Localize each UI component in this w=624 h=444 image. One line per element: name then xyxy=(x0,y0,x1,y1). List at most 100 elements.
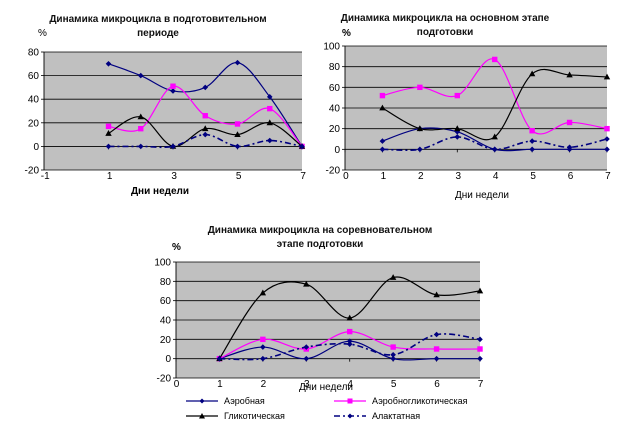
x-tick-label: 5 xyxy=(236,171,242,182)
legend-marker-diamond xyxy=(199,398,205,404)
data-point xyxy=(491,146,498,153)
data-point xyxy=(266,94,273,100)
x-tick-label: -1 xyxy=(41,171,50,182)
legend-marker-diamond xyxy=(347,413,353,419)
x-axis-label: Дни недели xyxy=(455,190,509,201)
data-point xyxy=(390,352,396,358)
data-point xyxy=(433,346,440,352)
data-point xyxy=(379,104,386,111)
x-tick-label: 7 xyxy=(300,171,306,182)
series-aerobic xyxy=(216,338,483,362)
chart-title-line-1: Динамика микроцикла на соревновательном xyxy=(208,225,433,236)
x-tick-label: 2 xyxy=(418,171,424,182)
data-point xyxy=(105,61,112,67)
data-point xyxy=(529,128,535,134)
data-point xyxy=(266,119,273,126)
chart-title-line-1: Динамика микроцикла на основном этапе xyxy=(341,13,550,24)
data-point xyxy=(492,56,498,63)
data-point xyxy=(346,314,353,321)
data-point xyxy=(105,130,112,136)
data-point xyxy=(604,146,610,153)
x-tick-label: 2 xyxy=(261,379,267,390)
series-alactic xyxy=(379,134,610,153)
plot-background xyxy=(44,52,302,170)
chart-main-stage: Динамика микроцикла на основном этапе по… xyxy=(323,13,611,201)
y-tick-label: 0 xyxy=(33,142,39,153)
data-point xyxy=(433,291,440,298)
data-point xyxy=(346,338,353,345)
y-tick-label: 20 xyxy=(329,124,341,135)
legend-label: Гликотическая xyxy=(224,411,285,421)
legend-marker-square xyxy=(347,398,353,404)
data-point xyxy=(170,83,176,89)
data-point xyxy=(379,138,386,144)
chart-title-line-2: периоде xyxy=(137,28,179,39)
x-tick-label: 6 xyxy=(568,171,574,182)
y-tick-label: -20 xyxy=(25,166,40,177)
y-tick-label: 80 xyxy=(28,48,40,59)
x-tick-label: 3 xyxy=(455,171,461,182)
data-point xyxy=(347,328,353,335)
y-tick-label: 80 xyxy=(329,62,341,73)
x-tick-label: 0 xyxy=(174,379,180,390)
data-point xyxy=(267,105,273,112)
data-point xyxy=(417,146,423,153)
y-tick-label: 20 xyxy=(28,118,40,129)
data-point xyxy=(529,138,535,144)
data-point xyxy=(477,336,483,343)
y-axis-label: % xyxy=(172,242,181,253)
data-point xyxy=(234,59,241,66)
data-point xyxy=(454,125,461,132)
data-point xyxy=(234,121,241,127)
legend-label: Алактатная xyxy=(372,411,420,421)
legend-item-glycolytic: Гликотическая xyxy=(186,411,285,421)
x-axis-label: Дни недели xyxy=(131,186,189,197)
chart-title-line-1: Динамика микроцикла в подготовительном xyxy=(49,14,266,25)
legend-item-aerobic: Аэробная xyxy=(186,396,265,406)
data-point xyxy=(234,131,241,137)
y-axis-label: % xyxy=(38,28,47,39)
x-tick-label: 4 xyxy=(493,171,499,182)
data-point xyxy=(138,126,144,132)
x-tick-label: 5 xyxy=(530,171,536,182)
data-point xyxy=(566,144,573,151)
x-tick-label: 0 xyxy=(343,171,349,182)
y-tick-label: 60 xyxy=(160,296,172,307)
data-point xyxy=(416,125,424,132)
y-tick-label: 40 xyxy=(329,104,341,115)
chart-competition-stage: Динамика микроцикла на соревновательном … xyxy=(154,225,483,393)
data-point xyxy=(390,344,396,350)
y-tick-label: 60 xyxy=(28,71,40,82)
data-point xyxy=(202,125,209,132)
data-point xyxy=(604,125,610,132)
data-point xyxy=(299,143,305,150)
legend-label: Аэробногликотическая xyxy=(372,396,468,406)
data-point xyxy=(566,71,573,78)
series-aerobic-glycolytic xyxy=(379,56,610,135)
data-point xyxy=(477,355,483,362)
data-point xyxy=(389,274,397,280)
x-tick-label: 1 xyxy=(217,379,223,390)
y-tick-label: 40 xyxy=(28,95,40,106)
y-tick-label: -20 xyxy=(326,166,341,177)
chart-title-line-2: подготовки xyxy=(417,27,473,38)
y-tick-label: 0 xyxy=(334,145,340,156)
data-point xyxy=(433,355,440,362)
series-alactic xyxy=(105,131,305,150)
y-axis-label: % xyxy=(342,28,351,39)
legend-item-aerobic-glycolytic: Аэробногликотическая xyxy=(334,396,468,406)
data-point xyxy=(390,355,396,362)
y-tick-label: 40 xyxy=(160,316,172,327)
x-tick-label: 3 xyxy=(171,171,177,182)
y-tick-label: 0 xyxy=(165,354,171,365)
data-point xyxy=(137,113,144,120)
data-point xyxy=(137,72,144,79)
legend-label: Аэробная xyxy=(224,396,265,406)
series-alactic xyxy=(216,331,483,362)
plot-area: -20 0 20 40 60 80 -1 1 3 5 7 xyxy=(25,48,307,183)
y-tick-label: 100 xyxy=(323,42,340,53)
y-tick-label: 100 xyxy=(154,258,171,269)
y-tick-label: 20 xyxy=(160,335,172,346)
